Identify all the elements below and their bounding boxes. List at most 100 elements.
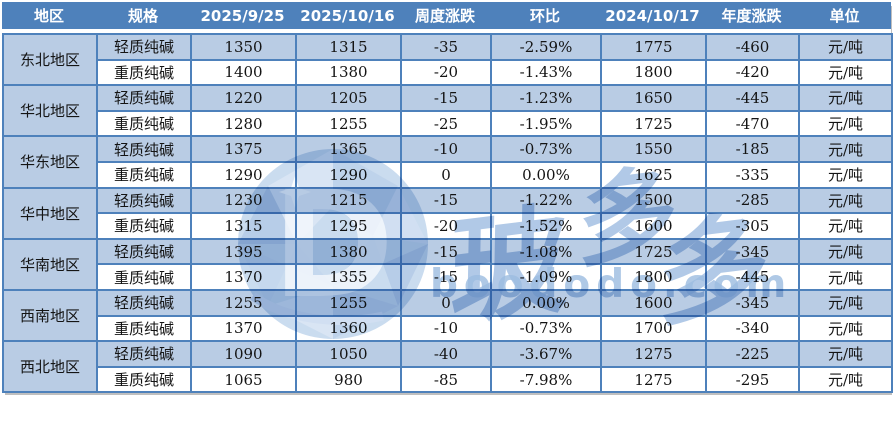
- pct-change-cell: -1.23%: [490, 84, 602, 112]
- lastyear-price-cell: 1725: [600, 237, 707, 266]
- price-curr-cell: 1295: [295, 212, 402, 240]
- region-cell: 华东地区: [2, 135, 98, 189]
- price-prev-cell: 1255: [190, 288, 297, 317]
- price-prev-cell: 1395: [190, 237, 297, 266]
- lastyear-price-cell: 1600: [600, 288, 707, 317]
- spec-cell: 重质纯碱: [96, 212, 192, 240]
- lastyear-price-cell: 1800: [600, 58, 707, 87]
- pct-change-cell: -1.22%: [490, 186, 602, 215]
- lastyear-price-cell: 1650: [600, 84, 707, 112]
- table-row: 西南地区 轻质纯碱 1255 1255 0 0.00% 1600 -345 元/…: [2, 288, 893, 343]
- price-curr-cell: 1215: [295, 186, 402, 215]
- spec-cell: 重质纯碱: [96, 263, 192, 291]
- price-prev-cell: 1090: [190, 340, 297, 368]
- lastyear-price-cell: 1600: [600, 212, 707, 240]
- column-header-weekly: 周度涨跌: [414, 7, 475, 25]
- yearly-change-cell: -445: [705, 84, 800, 112]
- table-row: 重质纯碱 1315 1295 -20 -1.52% 1600 -305 元/吨: [3, 212, 893, 240]
- pct-change-cell: -1.09%: [490, 263, 602, 291]
- column-header-pct: 环比: [529, 7, 560, 25]
- lastyear-price-cell: 1700: [600, 314, 707, 343]
- weekly-change-cell: 0: [400, 288, 492, 317]
- yearly-change-cell: -460: [705, 33, 800, 61]
- weekly-change-cell: -10: [400, 314, 492, 343]
- table-row: 华北地区 轻质纯碱 1220 1205 -15 -1.23% 1650 -445…: [2, 84, 893, 138]
- unit-cell: 元/吨: [798, 33, 893, 61]
- region-cell: 华中地区: [2, 186, 98, 240]
- yearly-change-cell: -345: [705, 237, 800, 266]
- yearly-change-cell: -470: [705, 109, 800, 138]
- price-prev-cell: 1065: [190, 365, 297, 394]
- lastyear-price-cell: 1725: [600, 109, 707, 138]
- table-row: 重质纯碱 1370 1355 -15 -1.09% 1800 -445 元/吨: [3, 263, 893, 291]
- pct-change-cell: -1.95%: [490, 109, 602, 138]
- table-row: 重质纯碱 1065 980 -85 -7.98% 1275 -295 元/吨: [3, 365, 893, 394]
- unit-cell: 元/吨: [798, 84, 893, 112]
- pct-change-cell: -0.73%: [490, 314, 602, 343]
- price-prev-cell: 1350: [190, 33, 297, 61]
- weekly-change-cell: -15: [400, 263, 492, 291]
- yearly-change-cell: -345: [705, 288, 800, 317]
- lastyear-price-cell: 1275: [600, 340, 707, 368]
- unit-cell: 元/吨: [798, 314, 893, 343]
- price-prev-cell: 1290: [190, 160, 297, 189]
- spec-cell: 重质纯碱: [96, 365, 192, 394]
- weekly-change-cell: -25: [400, 109, 492, 138]
- price-prev-cell: 1370: [190, 263, 297, 291]
- spec-cell: 轻质纯碱: [96, 237, 192, 266]
- price-curr-cell: 1380: [295, 58, 402, 87]
- unit-cell: 元/吨: [798, 58, 893, 87]
- table-row: 华南地区 轻质纯碱 1395 1380 -15 -1.08% 1725 -345…: [2, 237, 893, 291]
- table-row: 重质纯碱 1370 1360 -10 -0.73% 1700 -340 元/吨: [3, 314, 893, 343]
- yearly-change-cell: -445: [705, 263, 800, 291]
- spec-cell: 轻质纯碱: [96, 33, 192, 61]
- column-header-date-prev: 2025/9/25: [200, 6, 285, 25]
- region-cell: 华北地区: [2, 84, 98, 138]
- weekly-change-cell: 0: [400, 160, 492, 189]
- unit-cell: 元/吨: [798, 109, 893, 138]
- weekly-change-cell: -20: [400, 212, 492, 240]
- pct-change-cell: -1.08%: [490, 237, 602, 266]
- yearly-change-cell: -305: [705, 212, 800, 240]
- lastyear-price-cell: 1550: [600, 135, 707, 163]
- lastyear-price-cell: 1275: [600, 365, 707, 394]
- yearly-change-cell: -340: [705, 314, 800, 343]
- table-row: 重质纯碱 1280 1255 -25 -1.95% 1725 -470 元/吨: [3, 109, 893, 138]
- pct-change-cell: -1.52%: [490, 212, 602, 240]
- region-cell: 东北地区: [2, 32, 98, 87]
- spec-cell: 重质纯碱: [96, 160, 192, 189]
- price-prev-cell: 1220: [190, 84, 297, 112]
- weekly-change-cell: -40: [400, 340, 492, 368]
- price-curr-cell: 1255: [295, 109, 402, 138]
- pct-change-cell: -7.98%: [490, 365, 602, 394]
- yearly-change-cell: -285: [705, 186, 800, 215]
- lastyear-price-cell: 1500: [600, 186, 707, 215]
- spec-cell: 重质纯碱: [96, 109, 192, 138]
- yearly-change-cell: -420: [705, 58, 800, 87]
- price-prev-cell: 1375: [190, 135, 297, 163]
- column-header-region: 地区: [33, 7, 64, 25]
- unit-cell: 元/吨: [798, 186, 893, 215]
- weekly-change-cell: -15: [400, 186, 492, 215]
- unit-cell: 元/吨: [798, 237, 893, 266]
- price-curr-cell: 1290: [295, 160, 402, 189]
- pct-change-cell: -0.73%: [490, 135, 602, 163]
- table-row: 重质纯碱 1290 1290 0 0.00% 1625 -335 元/吨: [3, 160, 893, 189]
- price-prev-cell: 1230: [190, 186, 297, 215]
- pct-change-cell: -2.59%: [490, 33, 602, 61]
- table-body: 东北地区 轻质纯碱 1350 1315 -35 -2.59% 1775 -460…: [2, 32, 893, 394]
- spec-cell: 重质纯碱: [96, 314, 192, 343]
- pct-change-cell: -1.43%: [490, 58, 602, 87]
- price-prev-cell: 1315: [190, 212, 297, 240]
- spec-cell: 轻质纯碱: [96, 340, 192, 368]
- table-row: 华东地区 轻质纯碱 1375 1365 -10 -0.73% 1550 -185…: [2, 135, 893, 189]
- yearly-change-cell: -225: [705, 340, 800, 368]
- table-row: 重质纯碱 1400 1380 -20 -1.43% 1800 -420 元/吨: [3, 58, 893, 87]
- price-curr-cell: 1355: [295, 263, 402, 291]
- price-curr-cell: 1380: [295, 237, 402, 266]
- header-body-gap: [2, 29, 891, 33]
- spec-cell: 轻质纯碱: [96, 84, 192, 112]
- unit-cell: 元/吨: [798, 288, 893, 317]
- yearly-change-cell: -185: [705, 135, 800, 163]
